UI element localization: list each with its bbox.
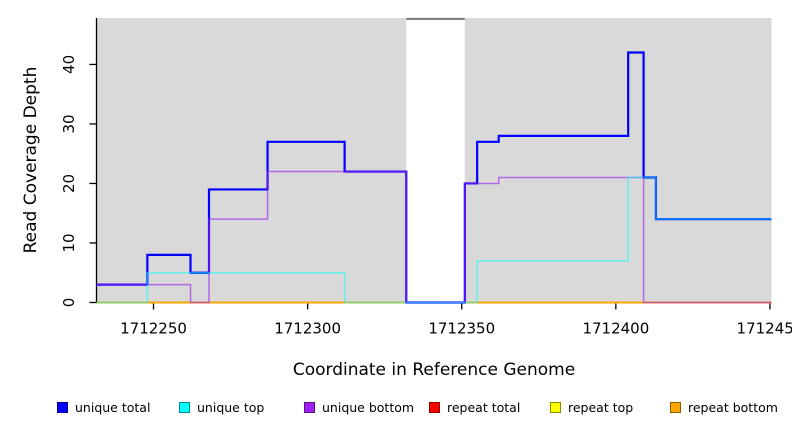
legend-swatch-repeat-bottom <box>670 401 681 413</box>
legend-item-unique-bottom: unique bottom <box>304 399 414 415</box>
y-tick-label: 20 <box>60 174 78 193</box>
legend-label: repeat bottom <box>688 399 778 415</box>
legend-swatch-unique-bottom <box>304 401 315 413</box>
y-tick-label: 10 <box>60 233 78 252</box>
plot-background-region <box>464 18 772 303</box>
legend-label: unique bottom <box>322 399 415 415</box>
legend-label: repeat total <box>447 399 521 415</box>
legend-swatch-unique-top <box>179 401 190 413</box>
series-line-unique-bottom <box>96 170 772 304</box>
y-tick-label: 0 <box>60 298 78 308</box>
legend-label: repeat top <box>568 399 634 415</box>
legend-label: unique top <box>197 399 265 415</box>
legend-swatch-repeat-total <box>429 401 440 413</box>
plot-background-region <box>96 18 407 303</box>
y-tick-label: 30 <box>60 114 78 133</box>
legend-label: unique total <box>75 399 151 415</box>
y-tick-label: 40 <box>60 55 78 74</box>
legend-swatch-repeat-top <box>550 401 561 413</box>
legend-item-repeat-top: repeat top <box>550 399 633 415</box>
legend-item-unique-top: unique top <box>179 399 264 415</box>
legend-item-repeat-bottom: repeat bottom <box>670 399 778 415</box>
y-axis-title: Read Coverage Depth <box>21 66 41 254</box>
x-axis-title: Coordinate in Reference Genome <box>292 360 576 380</box>
x-tick-label: 1712300 <box>274 320 341 338</box>
legend-item-unique-total: unique total <box>57 399 150 415</box>
x-tick-label: 1712400 <box>582 320 649 338</box>
x-tick-label: 1712250 <box>120 320 187 338</box>
series-line-unique-top <box>96 176 772 304</box>
legend-swatch-unique-total <box>57 401 68 413</box>
legend-item-repeat-total: repeat total <box>429 399 520 415</box>
x-tick-label: 1712350 <box>428 320 495 338</box>
